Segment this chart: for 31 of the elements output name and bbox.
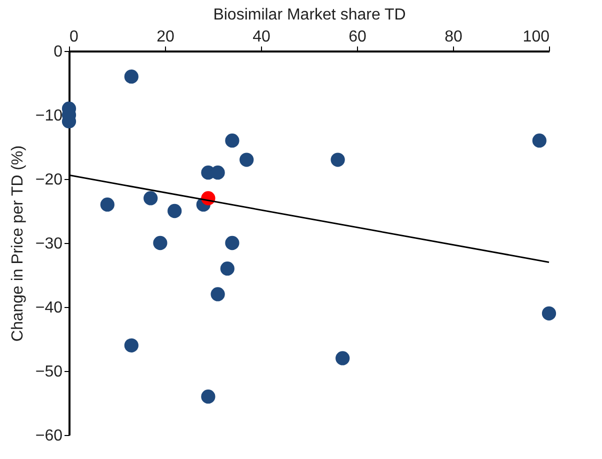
point: [210, 287, 225, 302]
y-tick-label: −20: [35, 172, 63, 188]
y-tick-label: −60: [35, 428, 63, 444]
point: [153, 236, 168, 250]
y-tick-label: −10: [35, 108, 63, 124]
x-axis-title: Biosimilar Market share TD: [213, 6, 406, 24]
point: [124, 338, 138, 352]
point: [201, 390, 216, 404]
x-tick-label: 0: [70, 28, 78, 46]
point: [100, 198, 114, 212]
y-tick-label: −40: [35, 300, 63, 316]
point: [240, 152, 254, 167]
point: [330, 152, 345, 167]
point: [336, 351, 350, 366]
y-axis-title: Change in Price per TD (%): [9, 145, 26, 342]
x-tick-label: 20: [156, 28, 174, 46]
y-tick-label: −50: [35, 364, 63, 380]
point: [144, 191, 158, 206]
x-tick-label: 40: [252, 28, 270, 46]
point: [542, 306, 556, 320]
point: [225, 236, 240, 250]
point: [220, 262, 234, 276]
point: [124, 70, 138, 84]
point: [532, 134, 546, 148]
y-tick-label: −30: [35, 236, 63, 252]
x-tick-label: 100: [522, 28, 550, 46]
x-tick-label: 60: [348, 28, 366, 46]
x-tick-label: 80: [444, 28, 462, 46]
y-tick-label: 0: [54, 44, 63, 60]
point: [168, 204, 182, 218]
point: [225, 134, 240, 148]
